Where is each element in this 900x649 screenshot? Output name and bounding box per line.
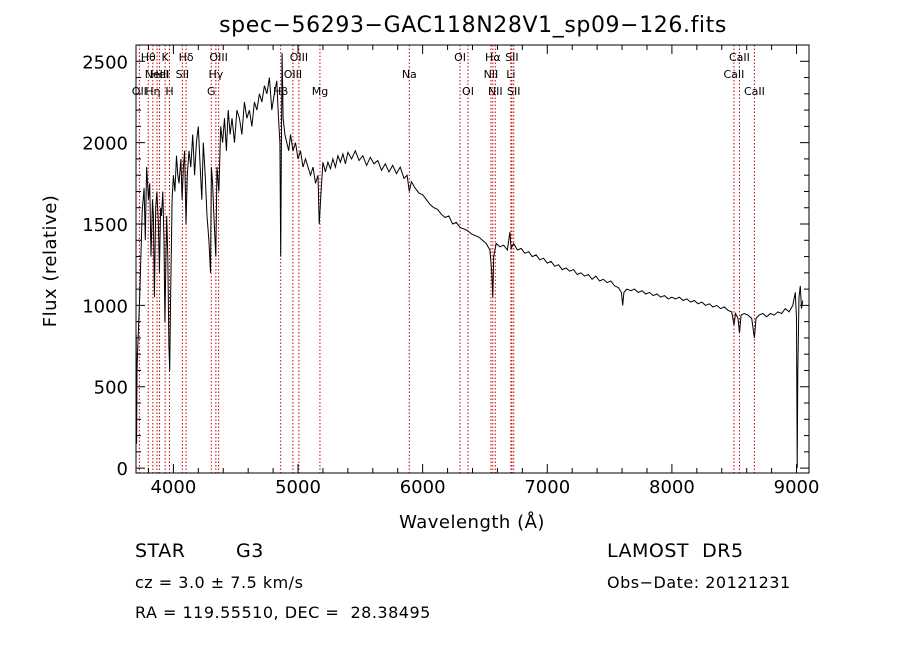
line-marker-label: HeI	[150, 68, 168, 81]
x-tick-label: 7000	[524, 477, 570, 498]
y-tick-label: 1500	[82, 215, 128, 236]
line-marker-label: Hη	[145, 85, 160, 98]
line-marker-label: Hα	[485, 51, 501, 64]
line-marker-label: H	[165, 85, 173, 98]
line-marker-label: Mg	[312, 85, 328, 98]
line-marker-label: Li	[506, 68, 515, 81]
y-tick-label: 2500	[82, 52, 128, 73]
line-marker-label: Hθ	[141, 51, 156, 64]
redshift-velocity: cz = 3.0 ± 7.5 km/s	[135, 573, 304, 592]
line-marker-label: SII	[176, 68, 189, 81]
x-axis-ticks: 4000 5000 6000 7000 8000 9000	[147, 45, 820, 498]
observation-date: Obs−Date: 20121231	[607, 573, 791, 592]
line-marker-label: Na	[402, 68, 417, 81]
line-marker-label: SII	[505, 51, 518, 64]
x-axis-label: Wavelength (Å)	[399, 511, 545, 533]
line-marker-label: OIII	[284, 68, 302, 81]
line-marker-label: Hδ	[179, 51, 194, 64]
x-tick-label: 6000	[400, 477, 446, 498]
plot-frame	[135, 44, 810, 474]
subclass: G3	[236, 540, 264, 562]
line-marker-label: OIII	[290, 51, 308, 64]
x-tick-label: 4000	[150, 477, 196, 498]
line-marker-label: OI	[454, 51, 466, 64]
line-marker-label: Hγ	[208, 68, 223, 81]
x-tick-label: 9000	[774, 477, 820, 498]
line-marker-label: CaII	[724, 68, 745, 81]
y-axis-label: Flux (relative)	[40, 195, 61, 328]
y-tick-label: 500	[94, 378, 128, 399]
line-marker-label: OI	[462, 85, 474, 98]
y-axis-ticks: 0 500 1000 1500 2000 2500	[82, 52, 809, 480]
chart-title: spec−56293−GAC118N28V1_sp09−126.fits	[219, 13, 727, 38]
y-tick-label: 2000	[82, 134, 128, 155]
line-marker-labels: OIIHθHηNeIIIHeIKHSIIHδGHγOIIIHβOIIIOIIIM…	[132, 51, 765, 98]
x-tick-label: 5000	[275, 477, 321, 498]
y-tick-label: 1000	[82, 296, 128, 317]
y-tick-label: 0	[117, 459, 128, 480]
line-marker-label: OIII	[209, 51, 227, 64]
line-marker-label: K	[162, 51, 170, 64]
line-marker-label: G	[207, 85, 216, 98]
spectrum-line	[135, 53, 804, 469]
line-marker-label: CaII	[729, 51, 750, 64]
object-class: STAR	[135, 540, 186, 562]
line-marker-label: CaII	[744, 85, 765, 98]
line-marker-label: NeIII	[145, 68, 170, 81]
line-marker-label: SII	[507, 85, 520, 98]
coordinates: RA = 119.55510, DEC = 28.38495	[135, 603, 431, 622]
survey-release: LAMOST DR5	[607, 540, 744, 562]
x-tick-label: 8000	[649, 477, 695, 498]
line-marker-label: NII	[484, 68, 499, 81]
line-markers	[138, 45, 755, 473]
line-marker-label: NII	[488, 85, 503, 98]
